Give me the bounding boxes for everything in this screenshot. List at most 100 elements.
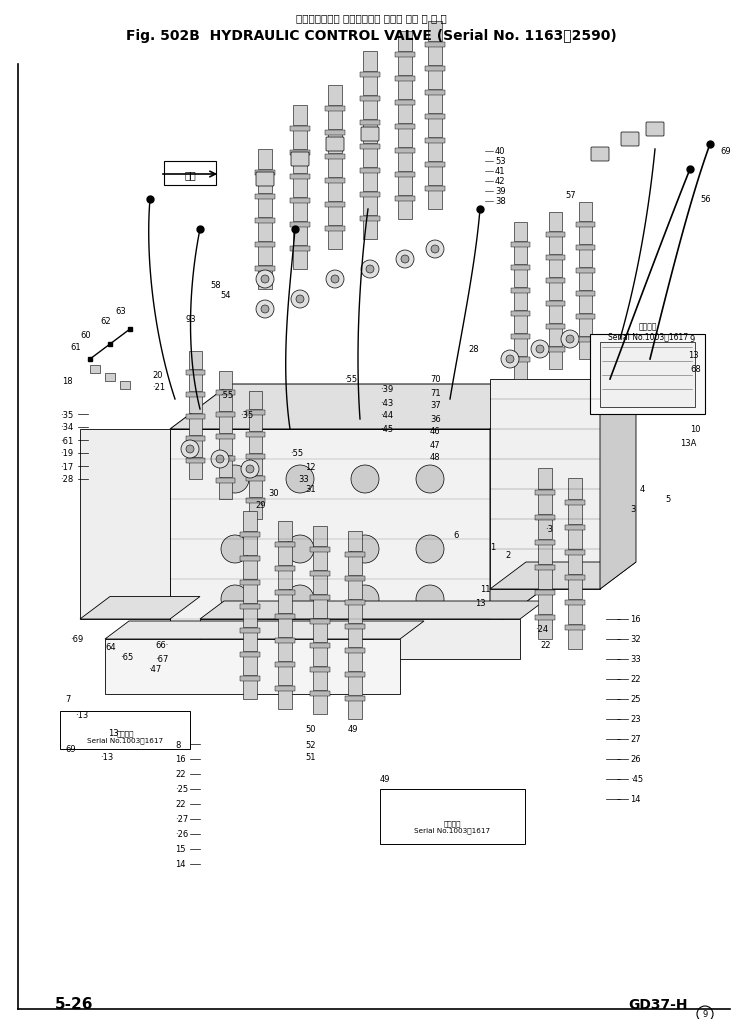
Bar xyxy=(348,555,362,576)
Bar xyxy=(510,243,530,248)
Text: ·55: ·55 xyxy=(290,448,303,458)
Circle shape xyxy=(366,266,374,274)
Bar xyxy=(513,337,527,357)
Text: ·45: ·45 xyxy=(380,424,393,433)
Polygon shape xyxy=(490,380,600,589)
Text: 38: 38 xyxy=(495,198,506,206)
Bar xyxy=(576,315,594,320)
Bar xyxy=(275,687,295,691)
Text: 53: 53 xyxy=(495,157,505,166)
Circle shape xyxy=(426,240,444,259)
Bar xyxy=(258,246,272,266)
Text: 39: 39 xyxy=(495,187,505,197)
Bar xyxy=(538,519,552,539)
Bar xyxy=(255,219,275,224)
Text: 5-26: 5-26 xyxy=(55,997,93,1012)
Bar xyxy=(565,576,585,581)
Bar xyxy=(398,79,412,100)
Bar xyxy=(360,217,380,222)
Bar xyxy=(395,76,415,82)
Bar xyxy=(545,325,565,330)
Circle shape xyxy=(351,466,379,493)
Bar xyxy=(425,91,445,96)
Circle shape xyxy=(221,466,249,493)
Text: 23: 23 xyxy=(630,714,640,723)
Bar xyxy=(576,246,594,251)
Polygon shape xyxy=(170,384,550,430)
Bar xyxy=(513,223,527,242)
Bar xyxy=(278,522,292,541)
FancyBboxPatch shape xyxy=(361,127,379,142)
Bar xyxy=(186,392,205,397)
Text: 25: 25 xyxy=(630,695,640,704)
FancyBboxPatch shape xyxy=(646,123,664,137)
Bar xyxy=(325,155,345,160)
Circle shape xyxy=(216,455,224,464)
Text: 22: 22 xyxy=(175,800,186,809)
Bar xyxy=(360,145,380,150)
Polygon shape xyxy=(105,639,400,694)
Bar xyxy=(313,550,327,571)
Bar xyxy=(278,689,292,709)
Bar xyxy=(313,527,327,546)
Bar xyxy=(243,680,257,699)
Bar xyxy=(538,569,552,589)
Bar xyxy=(600,342,695,408)
Bar xyxy=(186,415,205,420)
Bar xyxy=(215,457,234,462)
Bar xyxy=(535,490,555,495)
Polygon shape xyxy=(80,597,200,620)
Text: 69: 69 xyxy=(720,148,731,156)
Bar xyxy=(363,220,377,239)
Bar xyxy=(363,172,377,192)
Polygon shape xyxy=(200,601,544,620)
Text: 2: 2 xyxy=(505,550,510,559)
Bar xyxy=(345,552,365,557)
Text: 7: 7 xyxy=(65,695,70,704)
Bar xyxy=(275,590,295,595)
Text: 50: 50 xyxy=(305,725,315,734)
Bar xyxy=(188,395,202,414)
Bar xyxy=(258,198,272,218)
Bar xyxy=(348,580,362,599)
Bar xyxy=(278,570,292,589)
Bar xyxy=(275,638,295,643)
Bar xyxy=(576,337,594,342)
Text: 33: 33 xyxy=(298,475,309,484)
Bar xyxy=(246,433,264,437)
Bar xyxy=(243,512,257,532)
Bar xyxy=(240,677,260,682)
Text: ·67: ·67 xyxy=(155,655,168,663)
Bar xyxy=(310,691,330,696)
Circle shape xyxy=(331,276,339,283)
Text: ·35: ·35 xyxy=(240,410,253,419)
Bar xyxy=(545,232,565,237)
Bar xyxy=(293,202,307,222)
Bar xyxy=(313,623,327,642)
Text: ·19: ·19 xyxy=(60,449,73,459)
Text: 29: 29 xyxy=(255,500,266,510)
Bar xyxy=(325,107,345,112)
Bar xyxy=(348,603,362,624)
Polygon shape xyxy=(490,384,550,630)
Text: 49: 49 xyxy=(380,774,390,784)
Bar xyxy=(328,229,342,250)
Bar xyxy=(568,629,582,649)
Text: ·17: ·17 xyxy=(60,462,73,471)
Bar xyxy=(310,572,330,577)
Text: 69: 69 xyxy=(65,745,76,754)
Text: ·21: ·21 xyxy=(152,383,165,392)
Bar xyxy=(240,556,260,561)
Bar xyxy=(398,56,412,76)
Bar xyxy=(363,100,377,120)
Text: 22: 22 xyxy=(540,640,551,649)
Text: 3: 3 xyxy=(630,505,635,514)
Bar xyxy=(360,97,380,102)
Text: 適用号機
Serial No.1003〜1617: 適用号機 Serial No.1003〜1617 xyxy=(414,819,490,834)
Bar xyxy=(548,328,562,346)
Bar xyxy=(380,790,525,844)
Bar xyxy=(255,243,275,248)
Bar xyxy=(579,318,591,336)
Bar xyxy=(313,575,327,594)
Bar xyxy=(576,223,594,228)
